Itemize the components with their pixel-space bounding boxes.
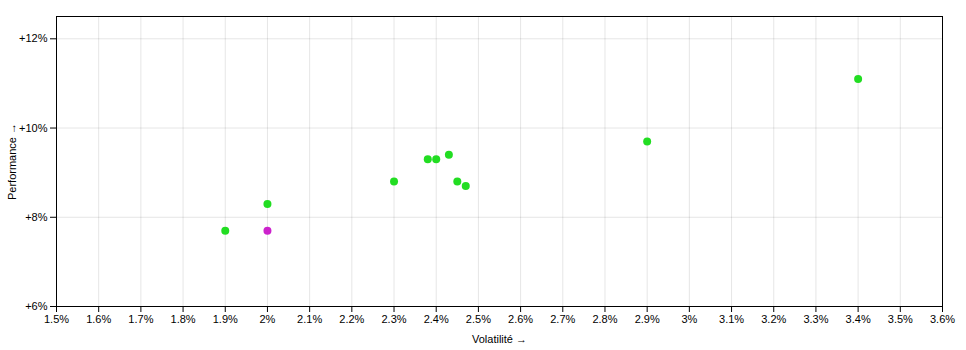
svg-text:2.6%: 2.6% — [508, 313, 533, 325]
svg-text:Performance →: Performance → — [6, 123, 18, 200]
svg-text:2.2%: 2.2% — [339, 313, 364, 325]
svg-text:2.5%: 2.5% — [466, 313, 491, 325]
svg-text:2.7%: 2.7% — [550, 313, 575, 325]
svg-text:1.5%: 1.5% — [44, 313, 69, 325]
svg-text:Volatilité →: Volatilité → — [472, 333, 527, 345]
svg-text:2.1%: 2.1% — [297, 313, 322, 325]
svg-text:1.6%: 1.6% — [86, 313, 111, 325]
svg-text:3%: 3% — [681, 313, 697, 325]
svg-text:+12%: +12% — [19, 32, 48, 44]
svg-text:2.4%: 2.4% — [424, 313, 449, 325]
svg-text:3.5%: 3.5% — [888, 313, 913, 325]
svg-text:+6%: +6% — [25, 300, 48, 312]
svg-text:2%: 2% — [259, 313, 275, 325]
svg-text:2.8%: 2.8% — [592, 313, 617, 325]
svg-text:2.3%: 2.3% — [381, 313, 406, 325]
svg-text:+10%: +10% — [19, 122, 48, 134]
svg-text:3.2%: 3.2% — [761, 313, 786, 325]
svg-text:3.1%: 3.1% — [719, 313, 744, 325]
svg-text:3.3%: 3.3% — [803, 313, 828, 325]
svg-text:+8%: +8% — [25, 211, 48, 223]
svg-text:3.4%: 3.4% — [846, 313, 871, 325]
svg-text:1.8%: 1.8% — [171, 313, 196, 325]
svg-text:2.9%: 2.9% — [635, 313, 660, 325]
svg-text:3.6%: 3.6% — [930, 313, 955, 325]
svg-text:1.9%: 1.9% — [213, 313, 238, 325]
svg-text:1.7%: 1.7% — [128, 313, 153, 325]
